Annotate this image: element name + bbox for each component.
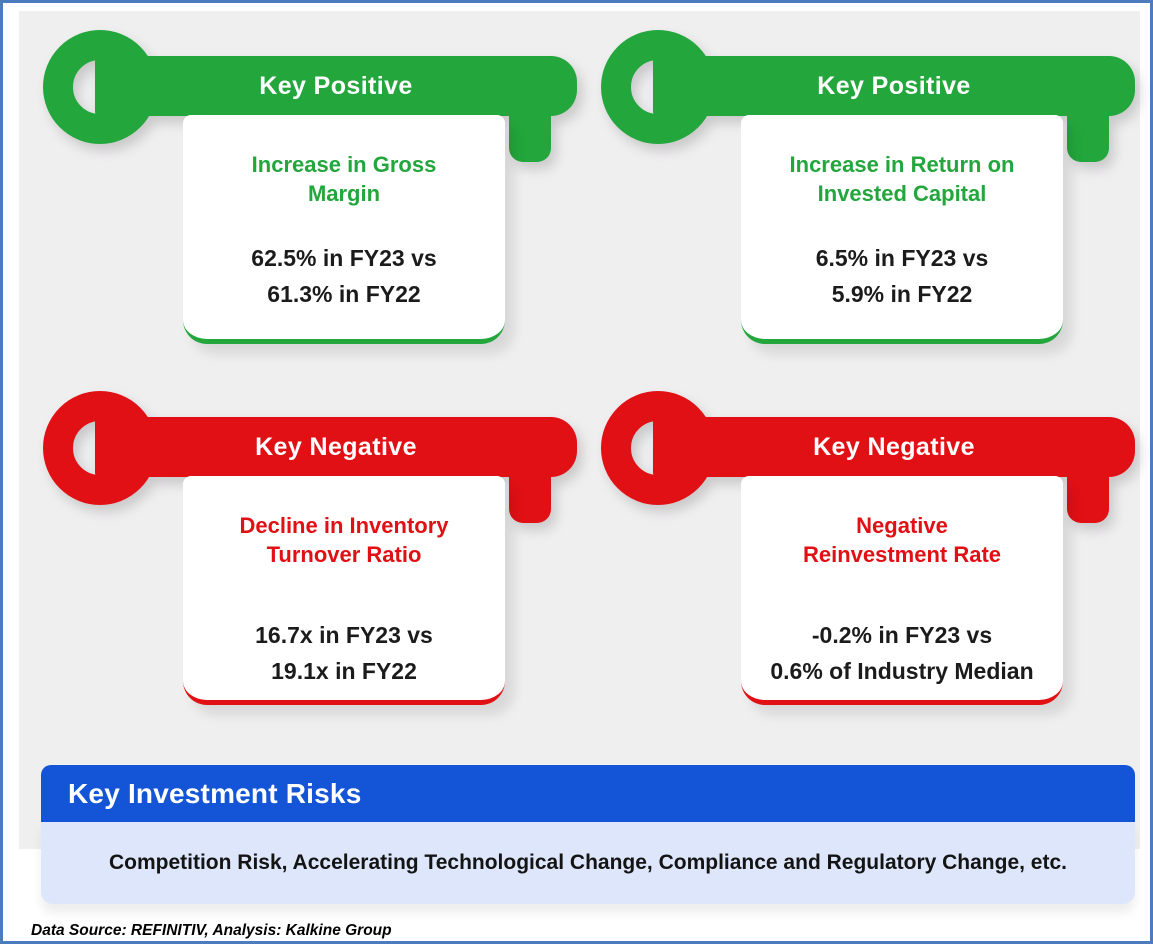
key-positive-roic: Key Positive Increase in Return on Inves…	[601, 30, 1143, 352]
card-title: Increase in Return on Invested Capital	[789, 152, 1015, 207]
key-card: Increase in Return on Invested Capital 6…	[741, 115, 1063, 344]
key-label: Key Positive	[817, 71, 971, 100]
card-values: -0.2% in FY23 vs 0.6% of Industry Median	[770, 622, 1034, 685]
key-icon: Key Negative	[601, 391, 1143, 713]
card-title: Increase in Gross Margin	[251, 152, 437, 207]
key-card: Decline in Inventory Turnover Ratio 16.7…	[183, 476, 505, 705]
key-positive-gross-margin: Key Positive Increase in Gross Margin 62…	[43, 30, 585, 352]
key-tooth	[509, 451, 551, 523]
data-source-note: Data Source: REFINITIV, Analysis: Kalkin…	[31, 922, 392, 939]
key-tooth	[509, 90, 551, 162]
card-title: Decline in Inventory Turnover Ratio	[239, 513, 449, 568]
key-tooth	[1067, 451, 1109, 523]
card-values: 16.7x in FY23 vs 19.1x in FY22	[255, 622, 433, 685]
key-card: Negative Reinvestment Rate -0.2% in FY23…	[741, 476, 1063, 705]
key-tooth	[1067, 90, 1109, 162]
key-icon: Key Positive	[43, 30, 585, 352]
card-values: 62.5% in FY23 vs 61.3% in FY22	[251, 245, 437, 308]
key-icon: Key Positive	[601, 30, 1143, 352]
key-label: Key Negative	[813, 432, 975, 461]
key-shaft: Key Negative	[653, 417, 1135, 477]
key-shaft: Key Positive	[653, 56, 1135, 116]
key-label: Key Positive	[259, 71, 413, 100]
key-shaft: Key Negative	[95, 417, 577, 477]
risks-title: Key Investment Risks	[68, 777, 362, 809]
key-negative-reinvestment-rate: Key Negative Negative Reinvestment Rate …	[601, 391, 1143, 713]
key-card: Increase in Gross Margin 62.5% in FY23 v…	[183, 115, 505, 344]
risks-body-box: Competition Risk, Accelerating Technolog…	[41, 822, 1135, 904]
risks-header-banner: Key Investment Risks	[41, 765, 1135, 822]
key-negative-inventory-turnover: Key Negative Decline in Inventory Turnov…	[43, 391, 585, 713]
card-title: Negative Reinvestment Rate	[802, 513, 1002, 568]
key-label: Key Negative	[255, 432, 417, 461]
key-shaft: Key Positive	[95, 56, 577, 116]
key-icon: Key Negative	[43, 391, 585, 713]
risks-text: Competition Risk, Accelerating Technolog…	[108, 851, 1067, 874]
card-values: 6.5% in FY23 vs 5.9% in FY22	[815, 245, 989, 308]
